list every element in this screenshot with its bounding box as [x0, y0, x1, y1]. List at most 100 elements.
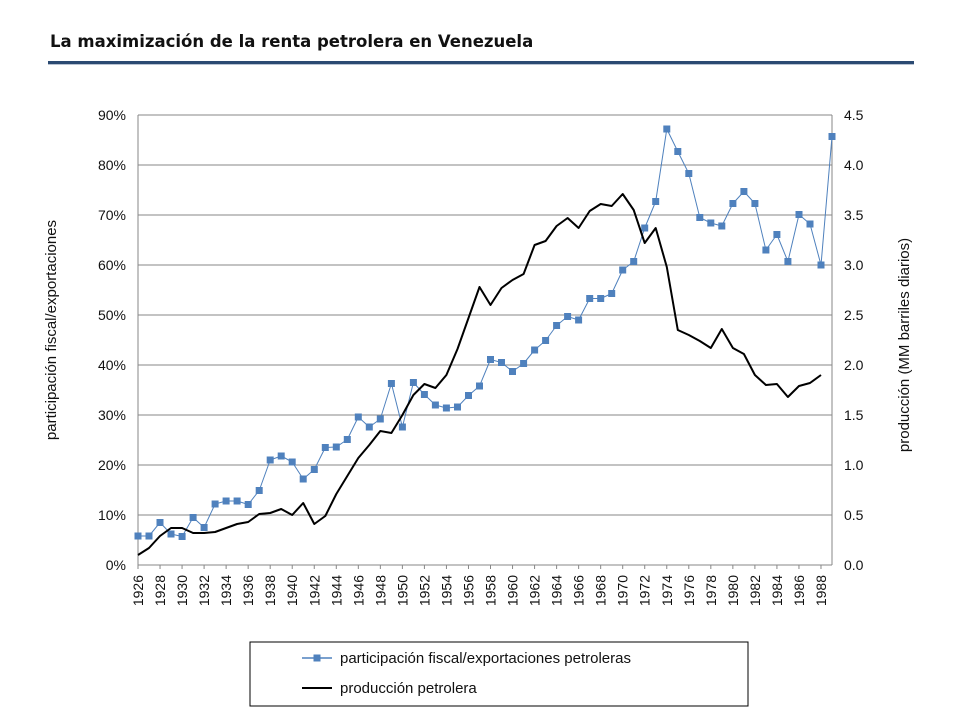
data-point: [806, 220, 814, 228]
data-point: [542, 337, 550, 344]
x-tick-label: 1988: [813, 575, 829, 606]
left-tick-label: 40%: [98, 357, 126, 373]
data-point: [817, 261, 825, 269]
x-tick-label: 1930: [174, 575, 190, 606]
x-tick-label: 1936: [240, 575, 256, 606]
data-point: [211, 500, 219, 508]
data-point: [586, 295, 594, 302]
right-axis-label: producción (MM barriles diarios): [896, 238, 913, 452]
data-point: [597, 295, 605, 302]
data-point: [409, 379, 417, 386]
data-point: [630, 258, 638, 265]
data-point: [442, 404, 450, 412]
data-point: [828, 133, 836, 140]
data-point: [244, 501, 252, 508]
data-point: [277, 452, 285, 460]
left-tick-label: 10%: [98, 507, 126, 523]
data-point: [674, 148, 682, 155]
data-point: [332, 443, 340, 451]
data-point: [454, 403, 461, 411]
data-point: [145, 532, 153, 540]
x-tick-label: 1974: [659, 575, 675, 606]
data-point: [465, 392, 472, 399]
right-tick-label: 0.5: [844, 507, 864, 523]
data-point: [134, 532, 142, 540]
data-point: [321, 444, 329, 451]
left-tick-label: 60%: [98, 257, 126, 273]
data-point: [751, 200, 759, 207]
data-point: [619, 266, 627, 274]
chart-gridlines: [137, 114, 833, 566]
data-point: [365, 423, 373, 431]
x-tick-label: 1950: [394, 575, 410, 606]
data-point: [707, 219, 715, 227]
data-point: [509, 368, 516, 375]
x-tick-label: 1982: [747, 575, 763, 606]
series-line: [137, 193, 822, 556]
x-tick-label: 1926: [130, 575, 146, 606]
data-point: [398, 423, 406, 431]
data-point: [266, 456, 274, 464]
left-tick-label: 30%: [98, 407, 126, 423]
left-tick-label: 50%: [98, 307, 126, 323]
x-tick-label: 1986: [791, 575, 807, 606]
left-tick-label: 80%: [98, 157, 126, 173]
data-point: [189, 514, 197, 521]
data-point: [795, 211, 803, 218]
series-line: [138, 128, 833, 537]
x-tick-label: 1940: [284, 575, 300, 606]
left-tick-label: 90%: [98, 107, 126, 123]
data-point: [167, 530, 175, 538]
data-point: [773, 231, 781, 238]
title-underline: [48, 61, 914, 64]
chart-series: [134, 125, 836, 556]
data-point: [740, 188, 748, 195]
chart-legend: participación fiscal/exportaciones petro…: [249, 641, 749, 707]
left-tick-label: 0%: [106, 557, 126, 573]
title-underline-shadow: [48, 64, 914, 65]
page-title: La maximización de la renta petrolera en…: [50, 32, 534, 51]
data-point: [531, 346, 539, 354]
data-point: [476, 382, 483, 390]
x-tick-label: 1976: [681, 575, 697, 606]
x-tick-label: 1966: [571, 575, 587, 606]
x-tick-label: 1938: [262, 575, 278, 606]
data-point: [233, 497, 241, 505]
x-tick-label: 1932: [196, 575, 212, 606]
data-point: [685, 170, 693, 177]
data-point: [641, 224, 649, 232]
data-point: [387, 380, 395, 387]
x-tick-label: 1980: [725, 575, 741, 606]
data-point: [487, 356, 494, 363]
x-tick-label: 1984: [769, 575, 785, 606]
series-production: [137, 193, 822, 556]
data-point: [200, 524, 208, 531]
x-tick-label: 1958: [483, 575, 499, 606]
data-point: [663, 125, 671, 133]
right-axis-ticks: 0.0 0.5 1.0 1.5 2.0 2.5 3.0 3.5 4.0 4.5: [844, 107, 864, 573]
x-tick-label: 1972: [637, 575, 653, 606]
data-point: [354, 413, 362, 421]
x-tick-label: 1934: [218, 575, 234, 606]
right-tick-label: 3.0: [844, 257, 864, 273]
data-point: [255, 487, 263, 494]
data-point: [420, 391, 428, 398]
x-axis-ticks: 1926 1928 1930 1932 1934 1936 1938 1940 1942 1944…: [130, 565, 829, 606]
x-tick-label: 1952: [416, 575, 432, 606]
data-point: [222, 497, 230, 505]
legend-marker-fiscal: [313, 654, 321, 662]
legend-label-production: producción petrolera: [340, 680, 477, 697]
data-point: [376, 415, 384, 423]
legend-label-fiscal: participación fiscal/exportaciones petro…: [340, 650, 631, 667]
x-tick-label: 1978: [703, 575, 719, 606]
left-tick-label: 20%: [98, 457, 126, 473]
data-point: [498, 359, 505, 366]
right-tick-label: 3.5: [844, 207, 864, 223]
right-tick-label: 2.0: [844, 357, 864, 373]
data-point: [299, 475, 307, 483]
x-tick-label: 1948: [372, 575, 388, 606]
data-point: [288, 458, 296, 466]
legend-box: [249, 641, 749, 707]
right-tick-label: 1.5: [844, 407, 864, 423]
